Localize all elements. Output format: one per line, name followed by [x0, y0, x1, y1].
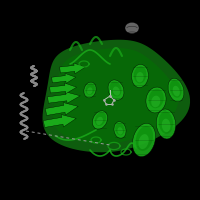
- Ellipse shape: [156, 109, 176, 139]
- FancyArrow shape: [52, 74, 76, 84]
- Ellipse shape: [114, 122, 126, 138]
- Ellipse shape: [117, 127, 123, 135]
- Ellipse shape: [136, 72, 144, 82]
- Ellipse shape: [96, 117, 103, 125]
- Ellipse shape: [170, 80, 182, 98]
- Polygon shape: [43, 40, 190, 152]
- Ellipse shape: [92, 111, 108, 129]
- FancyArrow shape: [48, 92, 80, 103]
- Ellipse shape: [125, 22, 139, 34]
- FancyArrow shape: [60, 63, 85, 74]
- FancyArrow shape: [52, 73, 76, 83]
- FancyArrow shape: [44, 115, 77, 128]
- Ellipse shape: [108, 80, 124, 100]
- Ellipse shape: [168, 78, 184, 102]
- Ellipse shape: [162, 119, 170, 132]
- Ellipse shape: [132, 123, 156, 157]
- Ellipse shape: [146, 87, 166, 113]
- Ellipse shape: [84, 82, 96, 98]
- Polygon shape: [53, 48, 178, 144]
- Ellipse shape: [110, 81, 122, 97]
- Ellipse shape: [113, 87, 120, 96]
- Ellipse shape: [173, 86, 180, 96]
- Ellipse shape: [132, 64, 148, 88]
- Ellipse shape: [159, 111, 173, 134]
- Ellipse shape: [138, 134, 149, 149]
- FancyArrow shape: [43, 115, 76, 127]
- Ellipse shape: [95, 112, 106, 126]
- FancyArrow shape: [50, 83, 77, 94]
- FancyArrow shape: [45, 103, 78, 115]
- Ellipse shape: [87, 87, 93, 94]
- Ellipse shape: [115, 123, 124, 135]
- FancyArrow shape: [60, 64, 86, 74]
- FancyArrow shape: [46, 103, 79, 116]
- Ellipse shape: [86, 83, 95, 95]
- Ellipse shape: [136, 126, 153, 151]
- Ellipse shape: [151, 96, 160, 107]
- Ellipse shape: [134, 66, 146, 83]
- FancyArrow shape: [50, 84, 77, 94]
- Ellipse shape: [149, 89, 164, 108]
- FancyArrow shape: [48, 92, 81, 104]
